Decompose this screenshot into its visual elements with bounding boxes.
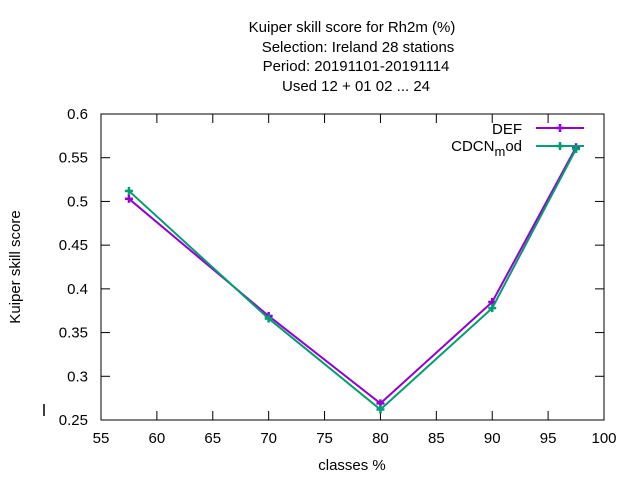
x-tick-label: 100 bbox=[591, 430, 616, 447]
y-tick-label: 0.25 bbox=[59, 412, 88, 429]
y-tick-label: 0.3 bbox=[67, 368, 88, 385]
series-line-1 bbox=[128, 148, 577, 411]
legend-marker-def-plus-icon bbox=[556, 124, 564, 132]
y-axis: 0.25 0.3 0.35 0.4 0.45 0.5 0.55 0.6 bbox=[59, 106, 604, 429]
series-layer bbox=[124, 143, 581, 414]
y-tick-label: 0.55 bbox=[59, 150, 88, 167]
chart-title: Kuiper skill score for Rh2m (%) Selectio… bbox=[249, 19, 456, 95]
title-line-4: Used 12 + 01 02 ... 24 bbox=[282, 78, 430, 95]
data-point-plus-icon bbox=[264, 314, 273, 323]
data-point-plus-icon bbox=[376, 405, 385, 414]
plus-icon bbox=[556, 142, 564, 150]
legend-marker-cdcn-mod-plus-icon bbox=[556, 142, 564, 150]
x-tick-label: 80 bbox=[372, 430, 389, 447]
legend-label-part-cdcn: CDCN bbox=[451, 138, 494, 155]
legend-label-part-subscript: m bbox=[494, 144, 505, 159]
x-axis: 55 60 65 70 75 80 85 90 95 100 bbox=[93, 114, 617, 447]
plus-icon bbox=[556, 124, 564, 132]
data-point-plus-icon bbox=[124, 194, 133, 203]
title-line-2: Selection: Ireland 28 stations bbox=[262, 39, 455, 56]
x-tick-label: 75 bbox=[316, 430, 333, 447]
y-tick-label: 0.4 bbox=[67, 281, 88, 298]
title-line-1: Kuiper skill score for Rh2m (%) bbox=[249, 19, 456, 36]
x-tick-label: 65 bbox=[204, 430, 221, 447]
title-line-3: Period: 20191101-20191114 bbox=[263, 58, 450, 75]
y-tick-label: 0.5 bbox=[67, 193, 88, 210]
legend-label-def: DEF bbox=[492, 121, 522, 138]
legend-entry-def: DEF bbox=[492, 121, 584, 138]
x-tick-label: 85 bbox=[428, 430, 445, 447]
legend: DEF CDCNmod bbox=[451, 121, 584, 159]
legend-label-cdcn-mod: CDCNmod bbox=[451, 138, 522, 159]
plot-frame bbox=[100, 113, 605, 421]
legend-entry-cdcn-mod: CDCNmod bbox=[451, 138, 584, 159]
y-axis-label: Kuiper skill score bbox=[7, 210, 24, 323]
data-point-plus-icon bbox=[124, 186, 133, 195]
data-point-plus-icon bbox=[488, 304, 497, 313]
x-tick-label: 55 bbox=[93, 430, 110, 447]
x-tick-label: 60 bbox=[149, 430, 166, 447]
x-tick-label: 70 bbox=[260, 430, 277, 447]
y-tick-label: 0.45 bbox=[59, 237, 88, 254]
y-tick-label: 0.6 bbox=[67, 106, 88, 123]
legend-label-part-od: od bbox=[505, 138, 522, 155]
x-tick-label: 95 bbox=[540, 430, 557, 447]
x-axis-label: classes % bbox=[318, 457, 386, 474]
x-tick-label: 90 bbox=[484, 430, 501, 447]
y-tick-label: 0.35 bbox=[59, 325, 88, 342]
